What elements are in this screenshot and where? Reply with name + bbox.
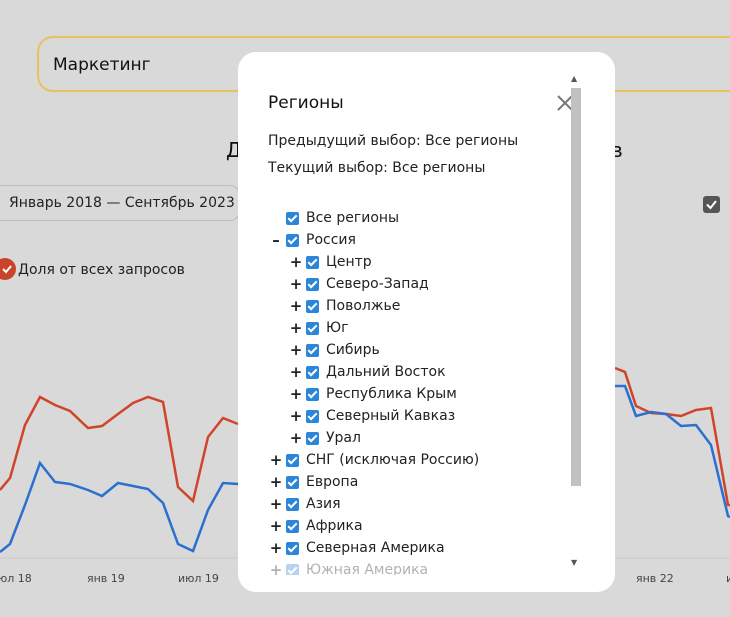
modal-scrollbar[interactable]: ▲ ▼ [568, 72, 584, 572]
region-label: Южная Америка [306, 562, 429, 575]
region-checkbox[interactable] [306, 299, 319, 313]
expand-icon[interactable]: + [289, 407, 303, 425]
x-tick-label: янв 22 [636, 572, 674, 585]
tree-item[interactable]: + Азия [266, 493, 341, 515]
region-label: Урал [326, 430, 361, 446]
region-checkbox[interactable] [306, 387, 319, 401]
legend-tick [2, 265, 12, 274]
expand-icon[interactable]: + [269, 451, 283, 469]
previous-selection-text: Предыдущий выбор: Все регионы [268, 133, 519, 149]
region-checkbox[interactable] [306, 409, 319, 423]
region-checkbox[interactable] [286, 497, 299, 511]
collapse-icon[interactable]: – [272, 231, 280, 249]
x-tick-label: юл 18 [0, 572, 32, 585]
region-label: Северный Кавказ [326, 408, 456, 424]
expand-icon[interactable]: + [289, 253, 303, 271]
region-label: Северная Америка [306, 540, 445, 556]
region-checkbox[interactable] [286, 453, 299, 467]
region-label: Центр [326, 254, 372, 270]
expand-icon[interactable]: + [269, 473, 283, 491]
tree-item[interactable]: + Северная Америка [266, 537, 445, 559]
region-checkbox[interactable] [306, 365, 319, 379]
expand-icon[interactable]: + [289, 341, 303, 359]
regions-modal: Регионы Предыдущий выбор: Все регионы Те… [238, 52, 615, 592]
region-label: Европа [306, 474, 359, 490]
region-checkbox[interactable] [306, 321, 319, 335]
region-checkbox[interactable] [286, 541, 299, 555]
region-checkbox[interactable] [286, 233, 299, 247]
region-label: Дальний Восток [326, 364, 446, 380]
scrollbar-thumb[interactable] [571, 88, 581, 486]
period-label: Январь 2018 — Сентябрь 2023 [9, 195, 235, 211]
x-tick-label: янв 19 [87, 572, 125, 585]
region-label: Республика Крым [326, 386, 457, 402]
tree-item[interactable]: + Урал [286, 427, 361, 449]
legend-label: Доля от всех запросов [18, 262, 185, 278]
expand-icon[interactable]: + [269, 517, 283, 535]
region-checkbox[interactable] [286, 475, 299, 489]
tree-item[interactable]: + Северо-Запад [286, 273, 429, 295]
tree-item[interactable]: + Юг [286, 317, 349, 339]
region-label: Сибирь [326, 342, 380, 358]
region-label: Северо-Запад [326, 276, 429, 292]
tree-item[interactable]: + Европа [266, 471, 359, 493]
check-icon [706, 200, 717, 210]
expand-icon[interactable]: + [269, 495, 283, 513]
region-label: Азия [306, 496, 341, 512]
tree-item[interactable]: + Африка [266, 515, 363, 537]
expand-icon[interactable]: + [289, 297, 303, 315]
x-tick-label: июл 19 [178, 572, 219, 585]
tree-item[interactable]: + Поволжье [286, 295, 401, 317]
tree-item[interactable]: + Северный Кавказ [286, 405, 455, 427]
region-label: Африка [306, 518, 363, 534]
options-checkbox[interactable] [703, 196, 720, 213]
close-icon[interactable] [556, 94, 574, 112]
expand-icon[interactable]: + [269, 561, 283, 575]
series-blue-line [0, 460, 239, 553]
tree-item[interactable]: Все регионы [266, 207, 399, 229]
legend-check-icon[interactable] [0, 258, 16, 280]
modal-title: Регионы [268, 93, 344, 113]
region-label: СНГ (исключая Россию) [306, 452, 480, 468]
tree-item[interactable]: + Центр [286, 251, 372, 273]
period-selector-button[interactable]: Январь 2018 — Сентябрь 2023 [0, 185, 240, 221]
x-tick-label: и [726, 572, 730, 585]
scroll-down-icon[interactable]: ▼ [571, 558, 578, 567]
region-checkbox[interactable] [306, 431, 319, 445]
scroll-up-icon[interactable]: ▲ [571, 74, 578, 83]
expand-icon[interactable]: + [289, 319, 303, 337]
current-selection-text: Текущий выбор: Все регионы [268, 160, 486, 176]
region-label: Поволжье [326, 298, 401, 314]
region-checkbox[interactable] [306, 277, 319, 291]
region-label: Юг [326, 320, 349, 336]
series-red-line-right [614, 366, 730, 507]
series-red-line [0, 395, 239, 504]
page-heading-left[interactable]: Д [226, 138, 242, 162]
expand-icon[interactable]: + [269, 539, 283, 557]
search-input-value: Маркетинг [53, 55, 151, 75]
region-checkbox[interactable] [286, 211, 299, 225]
tree-item[interactable]: – Россия [266, 229, 356, 251]
series-blue-line-right [615, 384, 730, 519]
expand-icon[interactable]: + [289, 363, 303, 381]
region-label: Россия [306, 232, 356, 248]
expand-icon[interactable]: + [289, 385, 303, 403]
region-checkbox[interactable] [286, 563, 299, 575]
expand-icon[interactable]: + [289, 429, 303, 447]
region-label: Все регионы [306, 210, 400, 226]
region-checkbox[interactable] [286, 519, 299, 533]
tree-item[interactable]: + Республика Крым [286, 383, 457, 405]
tree-item[interactable]: + Сибирь [286, 339, 380, 361]
region-checkbox[interactable] [306, 343, 319, 357]
regions-tree: Все регионы – Россия + Центр + Северо-Запад + По… [238, 207, 568, 575]
tree-item[interactable]: + Южная Америка [266, 559, 428, 575]
page-heading-right: в [611, 138, 623, 162]
tree-item[interactable]: + СНГ (исключая Россию) [266, 449, 480, 471]
tree-item[interactable]: + Дальний Восток [286, 361, 446, 383]
region-checkbox[interactable] [306, 255, 319, 269]
expand-icon[interactable]: + [289, 275, 303, 293]
